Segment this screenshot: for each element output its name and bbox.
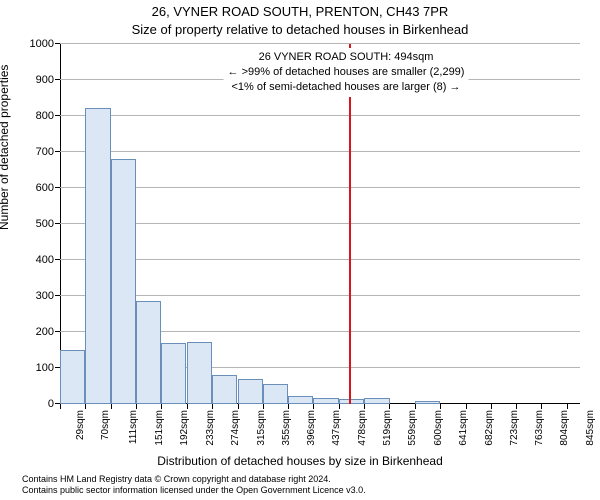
x-tick-label: 274sqm: [230, 410, 241, 446]
y-tick-label: 600: [36, 182, 54, 194]
reference-marker-line: [349, 44, 351, 404]
y-tick-label: 800: [36, 110, 54, 122]
x-tick-label: 804sqm: [559, 410, 570, 446]
attribution-text: Contains HM Land Registry data © Crown c…: [22, 474, 366, 497]
x-tick-mark: [161, 404, 162, 409]
histogram-bar: [161, 343, 186, 404]
x-tick-label: 763sqm: [534, 410, 545, 446]
x-tick-mark: [313, 404, 314, 409]
y-tick-mark: [55, 115, 60, 116]
y-tick-label: 300: [36, 290, 54, 302]
histogram-bar: [60, 350, 85, 404]
y-tick-mark: [55, 259, 60, 260]
x-tick-label: 151sqm: [154, 410, 165, 446]
annotation-line: 26 VYNER ROAD SOUTH: 494sqm: [228, 50, 465, 65]
gridline: [60, 115, 580, 116]
x-tick-label: 315sqm: [255, 410, 266, 446]
chart-subtitle: Size of property relative to detached ho…: [0, 22, 600, 37]
y-tick-label: 400: [36, 254, 54, 266]
address-title: 26, VYNER ROAD SOUTH, PRENTON, CH43 7PR: [0, 4, 600, 19]
histogram-bar: [212, 375, 237, 404]
y-tick-label: 900: [36, 74, 54, 86]
x-tick-label: 355sqm: [280, 410, 291, 446]
x-tick-label: 682sqm: [483, 410, 494, 446]
x-tick-mark: [238, 404, 239, 409]
y-tick-mark: [55, 151, 60, 152]
x-tick-label: 233sqm: [205, 410, 216, 446]
x-tick-mark: [111, 404, 112, 409]
y-tick-mark: [55, 331, 60, 332]
x-tick-label: 437sqm: [331, 410, 342, 446]
gridline: [60, 151, 580, 152]
x-tick-mark: [440, 404, 441, 409]
x-tick-label: 192sqm: [179, 410, 190, 446]
plot-area: 0100200300400500600700800900100029sqm70s…: [60, 44, 580, 404]
x-tick-label: 845sqm: [585, 410, 596, 446]
x-tick-mark: [516, 404, 517, 409]
gridline: [60, 259, 580, 260]
annotation-line: ← >99% of detached houses are smaller (2…: [228, 65, 465, 80]
x-tick-label: 641sqm: [458, 410, 469, 446]
y-tick-mark: [55, 295, 60, 296]
y-tick-mark: [55, 79, 60, 80]
histogram-bar: [111, 159, 136, 404]
y-tick-label: 100: [36, 362, 54, 374]
property-size-histogram: 26, VYNER ROAD SOUTH, PRENTON, CH43 7PR …: [0, 0, 600, 500]
y-tick-mark: [55, 43, 60, 44]
x-tick-label: 70sqm: [100, 410, 111, 440]
x-tick-mark: [415, 404, 416, 409]
y-axis-label: Number of detached properties: [0, 65, 11, 230]
x-tick-mark: [60, 404, 61, 409]
x-tick-label: 396sqm: [306, 410, 317, 446]
y-tick-label: 200: [36, 326, 54, 338]
histogram-bar: [364, 398, 389, 404]
x-tick-mark: [567, 404, 568, 409]
y-tick-mark: [55, 223, 60, 224]
x-tick-label: 519sqm: [382, 410, 393, 446]
histogram-bar: [85, 108, 110, 404]
x-tick-label: 723sqm: [509, 410, 520, 446]
x-tick-label: 478sqm: [357, 410, 368, 446]
gridline: [60, 187, 580, 188]
x-tick-mark: [263, 404, 264, 409]
y-tick-label: 0: [48, 398, 54, 410]
y-tick-label: 500: [36, 218, 54, 230]
x-tick-mark: [288, 404, 289, 409]
x-tick-mark: [541, 404, 542, 409]
y-tick-label: 1000: [30, 38, 54, 50]
attribution-line-1: Contains HM Land Registry data © Crown c…: [22, 474, 366, 485]
histogram-bar: [339, 399, 364, 404]
gridline: [60, 223, 580, 224]
gridline: [60, 295, 580, 296]
x-tick-mark: [466, 404, 467, 409]
histogram-bar: [415, 401, 440, 404]
y-tick-mark: [55, 187, 60, 188]
histogram-bar: [136, 301, 161, 404]
attribution-line-2: Contains public sector information licen…: [22, 485, 366, 496]
histogram-bar: [238, 379, 263, 404]
x-tick-label: 600sqm: [433, 410, 444, 446]
annotation-line: <1% of semi-detached houses are larger (…: [228, 80, 465, 95]
x-tick-mark: [389, 404, 390, 409]
x-tick-mark: [85, 404, 86, 409]
x-tick-mark: [187, 404, 188, 409]
x-tick-mark: [212, 404, 213, 409]
marker-annotation: 26 VYNER ROAD SOUTH: 494sqm← >99% of det…: [224, 48, 469, 97]
x-tick-mark: [339, 404, 340, 409]
x-tick-mark: [491, 404, 492, 409]
x-tick-label: 559sqm: [407, 410, 418, 446]
x-tick-label: 29sqm: [75, 410, 86, 440]
x-axis-label: Distribution of detached houses by size …: [0, 454, 600, 468]
y-tick-label: 700: [36, 146, 54, 158]
x-tick-label: 111sqm: [128, 410, 139, 444]
histogram-bar: [263, 384, 288, 404]
x-tick-mark: [364, 404, 365, 409]
histogram-bar: [313, 398, 338, 404]
histogram-bar: [288, 396, 313, 404]
gridline: [60, 43, 580, 44]
x-tick-mark: [136, 404, 137, 409]
histogram-bar: [187, 342, 212, 404]
